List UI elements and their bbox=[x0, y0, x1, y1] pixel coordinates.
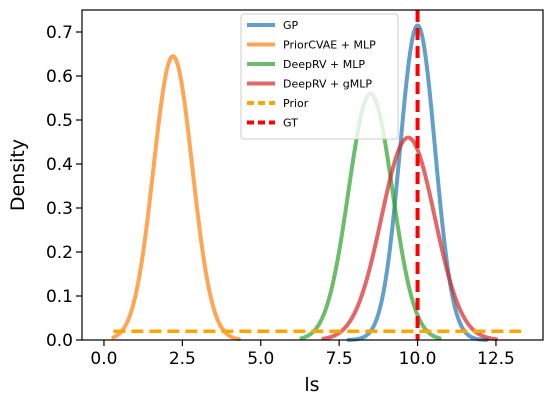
x-tick-label: 12.5 bbox=[477, 349, 515, 369]
y-tick-label: 0.6 bbox=[46, 67, 73, 87]
y-tick-label: 0.7 bbox=[46, 23, 73, 43]
y-tick-label: 0.2 bbox=[46, 243, 73, 263]
axes-border bbox=[81, 9, 544, 341]
x-tick-label: 5.0 bbox=[247, 349, 274, 369]
legend-label-gp: GP bbox=[283, 19, 299, 32]
series-line-priorcvae-mlp bbox=[111, 54, 241, 342]
y-tick-label: 0.4 bbox=[46, 155, 73, 175]
legend: GP PriorCVAE + MLP DeepRV + MLP DeepRV + gM… bbox=[240, 13, 399, 140]
x-tick-label: 0.0 bbox=[90, 349, 117, 369]
legend-label-gt: GT bbox=[283, 117, 298, 130]
x-tick-label: 2.5 bbox=[169, 349, 196, 369]
legend-label-priorcvae-mlp: PriorCVAE + MLP bbox=[283, 39, 376, 52]
y-axis-label: Density bbox=[7, 139, 29, 211]
x-axis-label: ls bbox=[304, 374, 319, 396]
x-axis: 0.0 2.5 5.0 7.5 10.0 12.5 bbox=[90, 340, 515, 369]
x-tick-label: 7.5 bbox=[326, 349, 353, 369]
y-tick-label: 0.3 bbox=[46, 199, 73, 219]
y-tick-label: 0.0 bbox=[46, 331, 73, 351]
y-tick-label: 0.1 bbox=[46, 287, 73, 307]
legend-label-prior: Prior bbox=[283, 97, 309, 110]
y-axis: 0.0 0.1 0.2 0.3 0.4 0.5 0.6 0.7 bbox=[46, 23, 82, 351]
legend-box bbox=[240, 13, 399, 140]
series-line-deeprv-gmlp bbox=[321, 135, 498, 342]
legend-label-deeprv-mlp: DeepRV + MLP bbox=[283, 58, 365, 71]
legend-label-deeprv-gmlp: DeepRV + gMLP bbox=[283, 78, 372, 91]
y-tick-label: 0.5 bbox=[46, 111, 73, 131]
x-tick-label: 10.0 bbox=[399, 349, 437, 369]
